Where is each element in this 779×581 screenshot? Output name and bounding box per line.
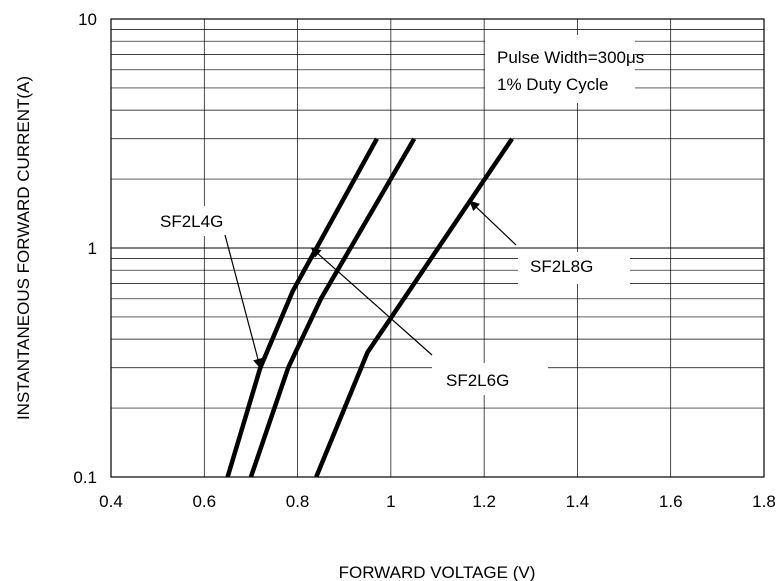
x-tick-label: 0.6 [192, 492, 216, 511]
x-tick-label: 1 [386, 492, 395, 511]
series-lines [225, 137, 514, 478]
x-tick-label: 0.4 [99, 492, 123, 511]
y-tick-label: 1 [88, 239, 97, 258]
y-tick-label: 0.1 [73, 468, 97, 487]
tick-labels: 0.4 0.6 0.8 1 1.2 1.4 1.6 1.8 0.1 1 10 [73, 10, 775, 511]
annotation-arrow [310, 247, 433, 356]
x-axis-title: FORWARD VOLTAGE (V) [339, 563, 536, 581]
series-line-sf2l6g [248, 137, 417, 478]
x-tick-label: 1.2 [472, 492, 496, 511]
x-tick-label: 1.6 [659, 492, 683, 511]
annotation-label-sf2l4g: SF2L4G [160, 212, 223, 231]
annotation-bg [518, 252, 630, 284]
annotation-bg [145, 206, 261, 236]
x-tick-label: 1.8 [752, 492, 776, 511]
annotation-arrow [469, 200, 517, 246]
grid [111, 19, 764, 477]
x-tick-label: 1.4 [566, 492, 590, 511]
annotation-arrow [224, 234, 263, 369]
annotation-bg [432, 363, 548, 395]
annotation-label-sf2l8g: SF2L8G [530, 257, 593, 276]
y-tick-label: 10 [78, 10, 97, 29]
series-line-sf2l4g [225, 137, 379, 478]
notes-box [485, 35, 635, 103]
annotations: SF2L4G SF2L6G SF2L8G [145, 200, 630, 395]
y-axis-title: INSTANTANEOUS FORWARD CURRENT(A) [14, 76, 33, 420]
plot-frame [110, 18, 765, 478]
annotation-label-sf2l6g: SF2L6G [446, 371, 509, 390]
x-tick-label: 0.8 [286, 492, 310, 511]
note-duty-cycle: 1% Duty Cycle [497, 75, 608, 94]
note-pulse-width: Pulse Width=300μs [497, 48, 644, 67]
series-line-sf2l8g [314, 137, 514, 478]
